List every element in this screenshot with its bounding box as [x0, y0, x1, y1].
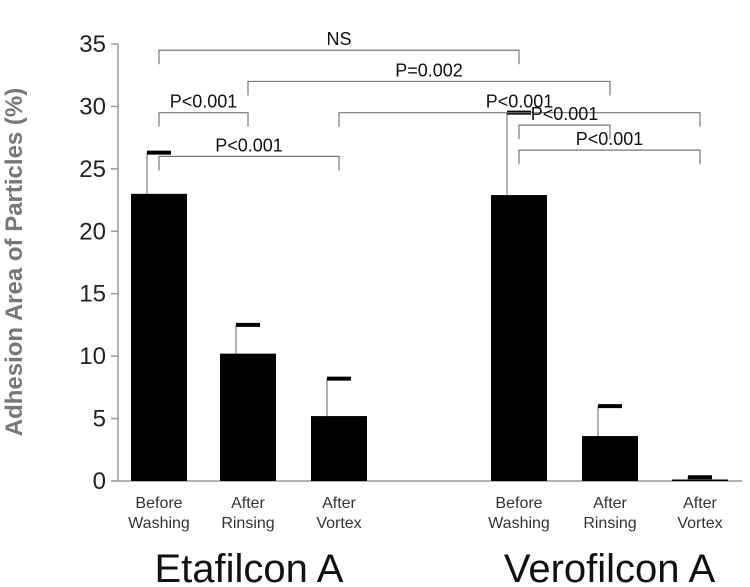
- significance-label: P<0.001: [486, 92, 554, 112]
- category-label: Rinsing: [583, 515, 636, 532]
- bar: [582, 436, 638, 481]
- category-label: After: [683, 495, 717, 512]
- bar: [311, 416, 367, 481]
- significance-bracket: [158, 112, 249, 127]
- significance-label: P<0.001: [170, 92, 238, 112]
- y-axis: 0 5 10 15 20 25 30 35: [79, 31, 742, 495]
- category-labels: Before Washing After Rinsing After Vortex Etaf…: [128, 495, 723, 587]
- y-tick-label: 0: [93, 468, 106, 495]
- y-axis-label: Adhesion Area of Particles (%): [1, 88, 28, 437]
- significance-label: P<0.001: [576, 129, 644, 149]
- significance-bracket: [247, 80, 611, 96]
- significance-label: P<0.001: [531, 104, 599, 124]
- y-tick-label: 15: [79, 281, 106, 308]
- y-tick-label: 25: [79, 156, 106, 183]
- significance-bracket: [158, 49, 520, 65]
- significance-label: P=0.002: [395, 60, 463, 80]
- significance-label: NS: [326, 29, 351, 49]
- significance-bracket: [338, 112, 701, 127]
- bar: [491, 195, 547, 481]
- bar: [131, 193, 187, 482]
- group-label: Verofilcon A: [504, 547, 716, 587]
- bars: [131, 110, 728, 482]
- category-label: Before: [495, 495, 542, 512]
- category-label: Washing: [128, 515, 190, 532]
- significance-brackets: NSP=0.002P<0.001P<0.001P<0.001P<0.001P<0…: [158, 29, 701, 171]
- bar: [220, 353, 276, 481]
- significance-bracket: [518, 124, 611, 140]
- category-label: Before: [135, 495, 182, 512]
- significance-label: P<0.001: [215, 135, 283, 155]
- category-label: Washing: [488, 515, 550, 532]
- category-label: Vortex: [677, 515, 722, 532]
- significance-bracket: [158, 155, 340, 171]
- bar: [672, 479, 728, 481]
- category-label: After: [231, 495, 265, 512]
- category-label: After: [322, 495, 356, 512]
- category-label: Rinsing: [221, 515, 274, 532]
- significance-bracket: [518, 149, 701, 165]
- y-tick-label: 5: [93, 406, 106, 433]
- y-tick-label: 35: [79, 31, 106, 58]
- y-tick-label: 30: [79, 93, 106, 120]
- category-label: Vortex: [316, 515, 361, 532]
- y-tick-label: 10: [79, 343, 106, 370]
- y-tick-label: 20: [79, 218, 106, 245]
- group-label: Etafilcon A: [154, 547, 343, 587]
- category-label: After: [593, 495, 627, 512]
